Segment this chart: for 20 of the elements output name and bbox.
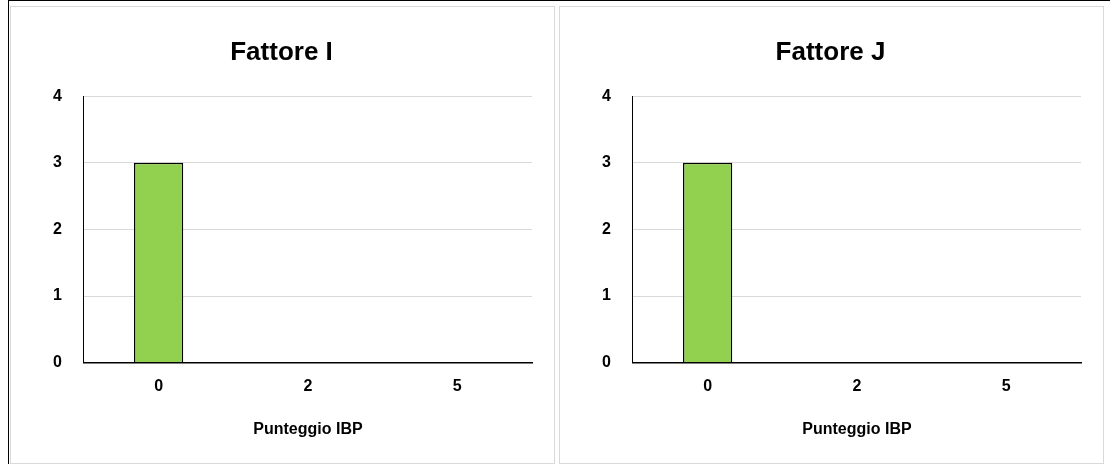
y-tick-label: 0 [601,353,611,371]
y-tick-label: 2 [52,219,62,237]
chart-title: Fattore I [230,35,333,66]
x-tick-label: 5 [452,376,462,394]
x-axis-title: Punteggio IBP [802,419,912,437]
y-tick-label: 0 [52,353,62,371]
y-tick-label: 4 [601,86,611,104]
chart-title: Fattore J [775,35,886,66]
x-tick-label: 0 [703,376,713,394]
y-tick-label: 1 [601,286,611,304]
y-tick-label: 4 [52,86,62,104]
x-tick-label: 5 [1001,376,1011,394]
y-tick-label: 2 [601,219,611,237]
y-tick-label: 1 [52,286,62,304]
x-axis-title: Punteggio IBP [253,419,363,437]
y-tick-label: 3 [601,153,611,171]
x-tick-label: 2 [303,376,313,394]
x-tick-label: 2 [852,376,862,394]
y-tick-label: 3 [52,153,62,171]
x-tick-label: 0 [154,376,164,394]
